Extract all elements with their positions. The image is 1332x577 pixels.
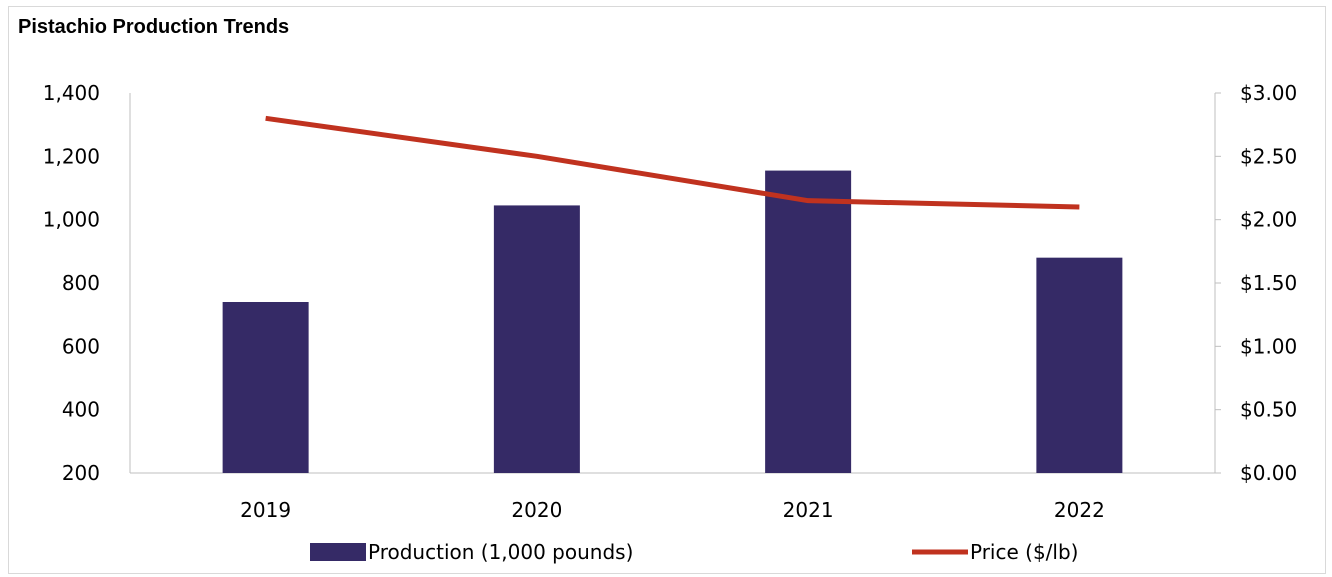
legend-label-production: Production (1,000 pounds)	[368, 540, 633, 564]
bar-production	[765, 170, 852, 474]
y-right-tick-label: $0.50	[1240, 398, 1297, 422]
x-tick-label: 2019	[240, 498, 291, 522]
y-left-tick-label: 600	[62, 334, 100, 358]
y-right-tick-label: $1.00	[1240, 334, 1297, 358]
y-right-tick-label: $0.00	[1240, 461, 1297, 485]
y-left-tick-label: 200	[62, 461, 100, 485]
y-left-tick-label: 800	[62, 271, 100, 295]
y-right-tick-label: $2.00	[1240, 208, 1297, 232]
line-price	[265, 115, 1080, 210]
x-tick-label: 2022	[1054, 498, 1105, 522]
bar-production	[1036, 257, 1123, 473]
bar-production	[222, 302, 309, 473]
x-tick-label: 2020	[511, 498, 562, 522]
y-left-tick-label: 400	[62, 398, 100, 422]
y-right-tick-label: $1.50	[1240, 271, 1297, 295]
legend-label-price: Price ($/lb)	[970, 540, 1078, 564]
y-right-tick-label: $3.00	[1240, 81, 1297, 105]
x-tick-label: 2021	[783, 498, 834, 522]
legend-swatch-production	[310, 543, 366, 561]
bar-production	[493, 205, 580, 473]
chart-title: Pistachio Production Trends	[18, 16, 290, 38]
y-left-tick-label: 1,000	[43, 208, 100, 232]
y-right-tick-label: $2.50	[1240, 144, 1297, 168]
y-left-tick-label: 1,200	[43, 144, 100, 168]
y-left-tick-label: 1,400	[43, 81, 100, 105]
